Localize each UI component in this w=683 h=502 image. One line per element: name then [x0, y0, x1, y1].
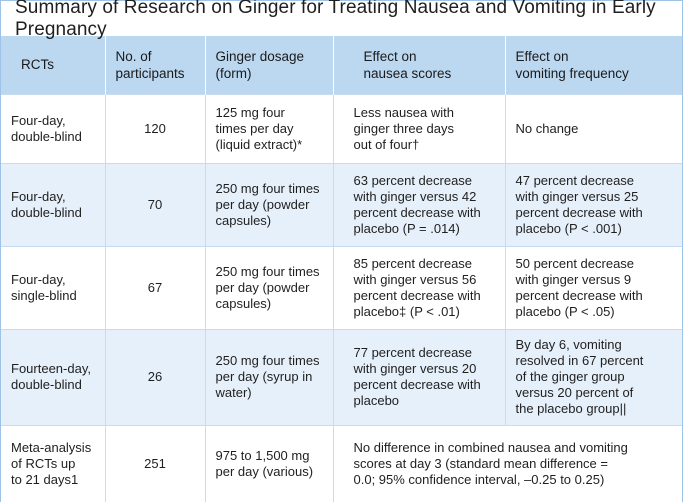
cell-rct: Meta-analysis of RCTs up to 21 days1 [1, 424, 106, 502]
ginger-research-table: RCTs No. of participants Ginger dosage (fo… [1, 36, 682, 502]
cell-participants: 26 [105, 328, 206, 425]
cell-dosage: 975 to 1,500 mg per day (various) [205, 424, 334, 502]
cell-dosage: 250 mg four times per day (syrup in water) [205, 328, 334, 425]
cell-nausea: 63 percent decrease with ginger versus 42… [333, 162, 506, 246]
table-row: Four-day, single-blind 67 250 mg four tim… [1, 245, 682, 329]
header-row: RCTs No. of participants Ginger dosage (fo… [1, 36, 682, 94]
cell-participants: 67 [105, 245, 206, 329]
cell-vomiting: By day 6, vomiting resolved in 67 percent… [505, 328, 682, 425]
cell-dosage: 125 mg four times per day (liquid extract)… [205, 93, 334, 163]
cell-rct: Fourteen-day, double-blind [1, 328, 106, 425]
cell-nausea: Less nausea with ginger three days out of … [333, 93, 506, 163]
cell-rct: Four-day, single-blind [1, 245, 106, 329]
table-title: Summary of Research on Ginger for Treati… [1, 0, 682, 40]
table-row: Four-day, double-blind 70 250 mg four tim… [1, 162, 682, 246]
cell-rct: Four-day, double-blind [1, 162, 106, 246]
cell-combined-effect: No difference in combined nausea and vom… [333, 424, 682, 502]
table-row: Four-day, double-blind 120 125 mg four tim… [1, 93, 682, 163]
table-row: Fourteen-day, double-blind 26 250 mg four… [1, 328, 682, 425]
cell-vomiting: 47 percent decrease with ginger versus 25… [505, 162, 682, 246]
header-rcts: RCTs [1, 36, 106, 94]
cell-participants: 251 [105, 424, 206, 502]
cell-dosage: 250 mg four times per day (powder capsules… [205, 245, 334, 329]
cell-rct: Four-day, double-blind [1, 93, 106, 163]
header-nausea: Effect on nausea scores [333, 36, 506, 94]
cell-vomiting: No change [505, 93, 682, 163]
cell-nausea: 77 percent decrease with ginger versus 20… [333, 328, 506, 425]
cell-nausea: 85 percent decrease with ginger versus 56… [333, 245, 506, 329]
header-participants: No. of participants [105, 36, 206, 94]
cell-dosage: 250 mg four times per day (powder capsules… [205, 162, 334, 246]
header-vomiting: Effect on vomiting frequency [515, 48, 629, 81]
table-row: Meta-analysis of RCTs up to 21 days1 251 9… [1, 424, 682, 502]
cell-participants: 120 [105, 93, 206, 163]
cell-participants: 70 [105, 162, 206, 246]
header-dosage: Ginger dosage (form) [205, 36, 334, 94]
